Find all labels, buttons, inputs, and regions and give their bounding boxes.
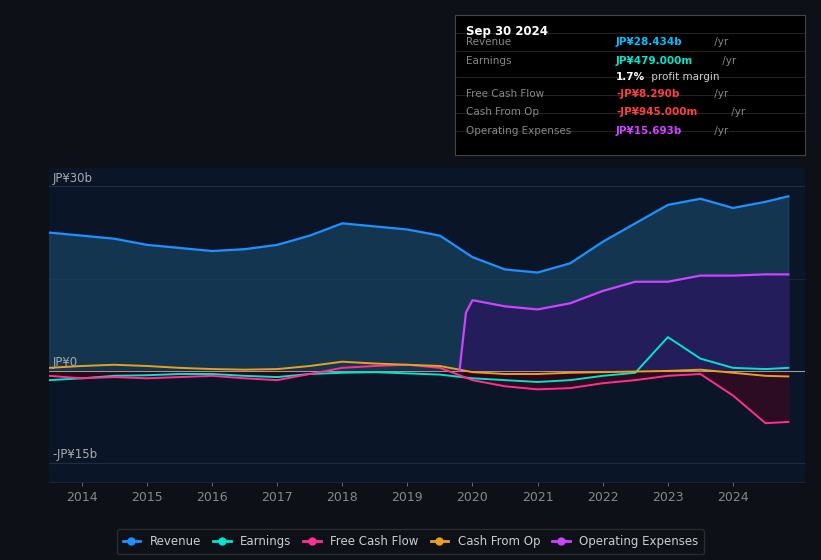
- Text: JP¥0: JP¥0: [53, 356, 78, 369]
- Text: Sep 30 2024: Sep 30 2024: [466, 25, 548, 38]
- Text: Free Cash Flow: Free Cash Flow: [466, 89, 544, 99]
- Text: profit margin: profit margin: [648, 72, 719, 82]
- Text: /yr: /yr: [710, 89, 727, 99]
- Legend: Revenue, Earnings, Free Cash Flow, Cash From Op, Operating Expenses: Revenue, Earnings, Free Cash Flow, Cash …: [117, 529, 704, 554]
- Text: Cash From Op: Cash From Op: [466, 108, 539, 117]
- Text: JP¥30b: JP¥30b: [53, 171, 93, 185]
- Text: /yr: /yr: [719, 55, 736, 66]
- Text: JP¥15.693b: JP¥15.693b: [616, 125, 682, 136]
- Text: Operating Expenses: Operating Expenses: [466, 125, 571, 136]
- Text: /yr: /yr: [710, 38, 727, 47]
- Text: Revenue: Revenue: [466, 38, 511, 47]
- Text: /yr: /yr: [728, 108, 745, 117]
- Text: -JP¥15b: -JP¥15b: [53, 449, 98, 461]
- Text: JP¥479.000m: JP¥479.000m: [616, 55, 693, 66]
- Text: -JP¥945.000m: -JP¥945.000m: [616, 108, 697, 117]
- Text: 1.7%: 1.7%: [616, 72, 645, 82]
- Text: /yr: /yr: [710, 125, 727, 136]
- Text: Earnings: Earnings: [466, 55, 511, 66]
- Text: -JP¥8.290b: -JP¥8.290b: [616, 89, 679, 99]
- Text: JP¥28.434b: JP¥28.434b: [616, 38, 683, 47]
